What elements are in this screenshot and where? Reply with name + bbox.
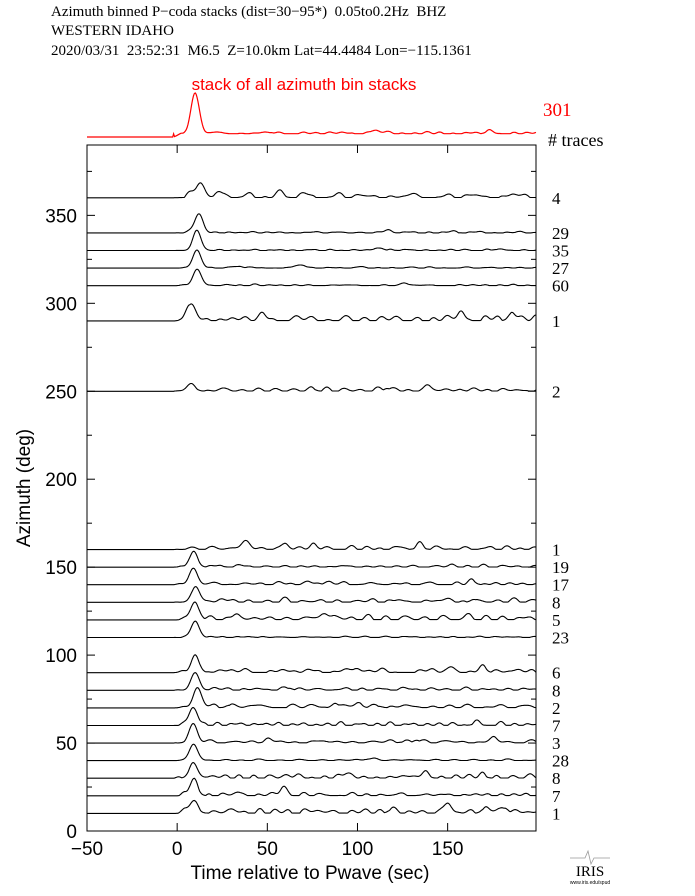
x-tick-label: 150 <box>432 839 464 860</box>
traces-count-header: # traces <box>548 130 603 150</box>
iris-logo-icon <box>570 849 610 866</box>
trace-azimuth-130 <box>87 586 537 603</box>
y-tick-label: 50 <box>56 734 77 755</box>
trace-azimuth-20 <box>87 777 537 797</box>
trace-count-label: 23 <box>552 629 569 648</box>
stack-label: stack of all azimuth bin stacks <box>192 75 417 94</box>
trace-count-label: 19 <box>552 558 569 577</box>
trace-count-label: 28 <box>552 752 569 771</box>
x-tick-label: 0 <box>172 839 183 860</box>
trace-azimuth-90 <box>87 654 537 674</box>
y-tick-label: 250 <box>45 382 77 403</box>
plot-frame <box>86 144 537 832</box>
iris-logo-url: www.iris.edu/spud <box>570 880 611 886</box>
trace-azimuth-290 <box>87 303 537 322</box>
iris-logo-text: IRIS <box>576 864 604 880</box>
trace-azimuth-30 <box>87 762 537 779</box>
trace-count-label: 17 <box>552 576 570 595</box>
stack-count-label: 301 <box>543 100 572 121</box>
x-axis-label: Time relative to Pwave (sec) <box>191 863 430 884</box>
trace-count-label: 5 <box>552 611 561 630</box>
trace-azimuth-10 <box>87 799 537 814</box>
stack-trace <box>87 92 537 138</box>
trace-azimuth-330 <box>87 229 537 252</box>
trace-azimuth-360 <box>87 182 536 199</box>
trace-azimuth-310 <box>87 268 536 287</box>
region-name: WESTERN IDAHO <box>51 23 174 39</box>
trace-count-label: 6 <box>552 664 561 683</box>
trace-azimuth-340 <box>87 213 536 234</box>
x-tick-label: 50 <box>257 839 278 860</box>
event-info: 2020/03/31 23:52:31 M6.5 Z=10.0km Lat=44… <box>51 43 472 59</box>
trace-count-label: 60 <box>552 277 569 296</box>
y-tick-label: 200 <box>45 470 77 491</box>
trace-count-label: 29 <box>552 224 569 243</box>
trace-count-label: 8 <box>552 593 561 612</box>
trace-azimuth-160 <box>87 539 537 551</box>
trace-azimuth-140 <box>87 567 537 586</box>
chart-title: Azimuth binned P−coda stacks (dist=30−95… <box>51 4 447 20</box>
trace-count-label: 8 <box>552 769 561 788</box>
trace-count-label: 1 <box>552 804 561 823</box>
y-tick-label: 350 <box>45 206 77 227</box>
trace-azimuth-70 <box>87 687 536 709</box>
trace-count-label: 2 <box>552 382 561 401</box>
trace-count-label: 7 <box>552 787 561 806</box>
y-tick-label: 150 <box>45 558 77 579</box>
trace-azimuth-50 <box>87 723 537 744</box>
trace-azimuth-80 <box>87 671 537 691</box>
y-tick-label: 300 <box>45 294 77 315</box>
trace-count-label: 7 <box>552 716 561 735</box>
trace-count-label: 35 <box>552 242 569 261</box>
trace-count-label: 1 <box>552 541 561 560</box>
y-tick-label: 100 <box>45 646 77 667</box>
trace-count-label: 4 <box>552 189 561 208</box>
y-axis-label: Azimuth (deg) <box>14 429 35 547</box>
trace-count-label: 2 <box>552 699 561 718</box>
trace-azimuth-120 <box>87 601 536 621</box>
y-tick-label: 0 <box>66 822 77 843</box>
trace-count-label: 3 <box>552 734 561 753</box>
trace-azimuth-60 <box>87 707 537 727</box>
trace-count-label: 27 <box>552 259 570 278</box>
trace-count-label: 8 <box>552 681 561 700</box>
trace-azimuth-110 <box>87 620 537 639</box>
trace-azimuth-40 <box>87 743 537 762</box>
trace-azimuth-320 <box>87 249 537 269</box>
x-tick-label: −50 <box>71 839 103 860</box>
trace-azimuth-250 <box>87 382 537 392</box>
x-tick-label: 100 <box>342 839 374 860</box>
trace-count-label: 1 <box>552 312 561 331</box>
trace-azimuth-150 <box>87 550 537 568</box>
